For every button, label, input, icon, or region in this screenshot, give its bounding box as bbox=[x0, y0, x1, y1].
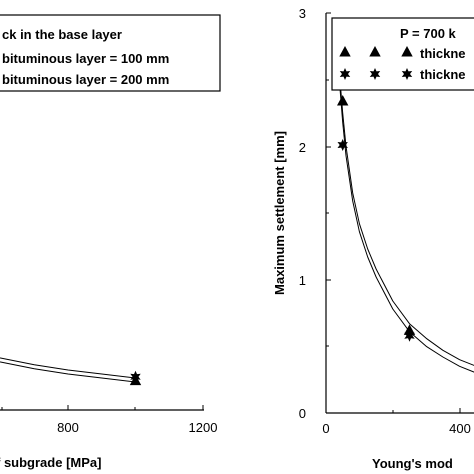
right-y-axis-title: Maximum settlement [mm] bbox=[272, 131, 287, 295]
right-y-tick-label: 3 bbox=[299, 6, 306, 21]
right-markers bbox=[336, 95, 416, 342]
right-legend-star-markers bbox=[339, 68, 413, 80]
right-legend-triangle-markers bbox=[339, 46, 413, 57]
right-y-tick-label: 0 bbox=[299, 406, 306, 421]
right-legend-entry-triangle: thickne bbox=[420, 46, 466, 61]
right-star-marker bbox=[337, 139, 348, 151]
legend-triangle-marker bbox=[401, 46, 413, 57]
left-markers bbox=[129, 370, 142, 386]
right-curve-2 bbox=[338, 80, 474, 373]
left-x-tick-label: 1200 bbox=[189, 420, 218, 435]
right-y-tick-label: 2 bbox=[299, 140, 306, 155]
right-curves bbox=[338, 72, 474, 373]
right-chart: 0 1 2 3 0 400 Young's mod Maximum settle… bbox=[272, 6, 474, 471]
left-chart: 800 1200 f subgrade [MPa] ck in the base… bbox=[0, 14, 221, 470]
legend-star-marker bbox=[401, 68, 413, 80]
right-star-marker bbox=[404, 329, 415, 342]
left-x-tick-label: 800 bbox=[57, 420, 79, 435]
right-legend-entry-star: thickne bbox=[420, 67, 466, 82]
left-legend-title: ck in the base layer bbox=[2, 27, 122, 42]
right-legend-title: P = 700 k bbox=[400, 26, 457, 41]
left-x-axis-title: f subgrade [MPa] bbox=[0, 455, 101, 470]
left-legend-entry-triangle: bituminous layer = 100 mm bbox=[2, 51, 169, 66]
legend-star-marker bbox=[339, 68, 351, 80]
left-curves bbox=[0, 357, 136, 383]
right-x-axis-title: Young's mod bbox=[372, 456, 453, 471]
legend-triangle-marker bbox=[369, 46, 381, 57]
left-legend-entry-star: bituminous layer = 200 mm bbox=[2, 72, 169, 87]
legend-triangle-marker bbox=[339, 46, 351, 57]
left-curve-1 bbox=[0, 357, 136, 379]
right-triangle-marker bbox=[336, 95, 349, 106]
right-triangle-marker bbox=[403, 324, 416, 335]
left-curve-2 bbox=[0, 361, 136, 383]
right-curve-1 bbox=[338, 72, 474, 366]
left-star-marker bbox=[130, 370, 141, 383]
right-x-tick-label: 0 bbox=[322, 421, 329, 436]
left-legend-box bbox=[0, 14, 221, 92]
legend-star-marker bbox=[369, 68, 381, 80]
right-x-tick-label: 400 bbox=[449, 421, 471, 436]
right-y-tick-label: 1 bbox=[299, 273, 306, 288]
